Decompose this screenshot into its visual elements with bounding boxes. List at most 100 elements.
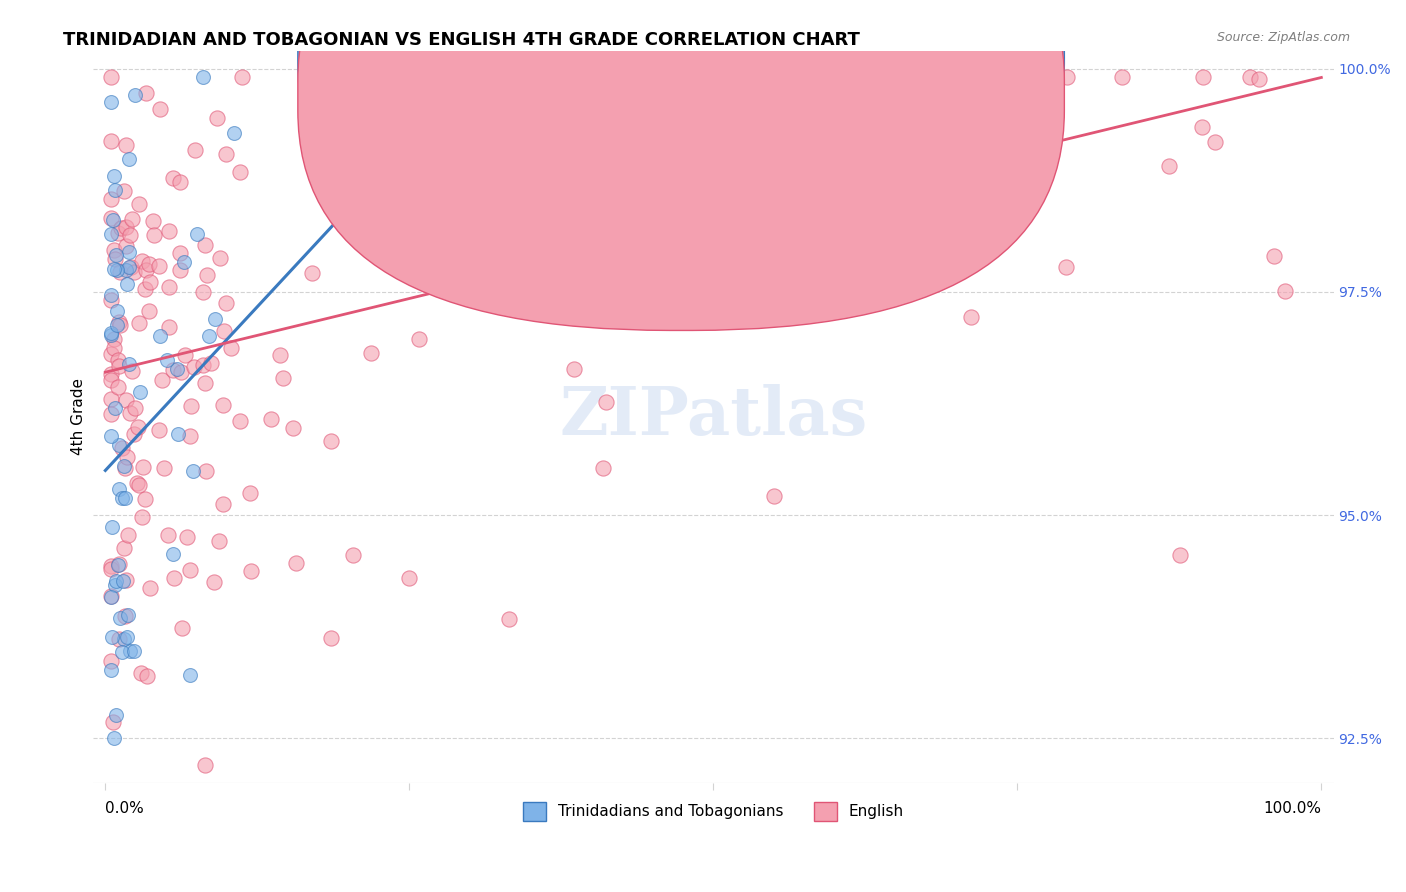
Point [342,549,364,563]
Point [239,486,262,500]
Point [100,327,122,342]
Point [197,329,219,343]
Point [108,265,131,279]
Point [239,564,262,578]
Point [200,356,222,370]
Point [1239,70,1261,85]
Point [118,644,141,658]
Point [107,359,129,373]
Point [107,227,129,241]
Point [100,367,122,381]
Point [169,175,191,189]
Point [124,401,146,415]
Point [103,262,125,277]
Point [124,88,146,103]
Point [224,126,246,140]
Point [111,574,134,588]
Point [103,169,125,184]
Point [219,342,242,356]
Point [420,94,443,108]
Point [100,134,122,148]
Point [284,556,307,570]
Point [107,380,129,394]
Point [1274,285,1296,299]
Point [112,632,135,646]
Point [108,557,131,571]
Point [135,86,157,100]
Y-axis label: 4th Grade: 4th Grade [72,378,86,455]
Point [100,407,122,421]
Point [547,131,569,145]
Text: R = 0.425   N = 175: R = 0.425 N = 175 [695,105,891,124]
Point [692,240,714,254]
Point [173,254,195,268]
Point [991,70,1014,85]
Point [100,70,122,85]
Point [105,304,128,318]
Bar [661,47,934,153]
Point [111,441,134,455]
Point [229,414,252,428]
Point [108,483,131,497]
Point [105,263,128,277]
Point [101,212,124,227]
Point [100,654,122,668]
Point [695,70,717,85]
Point [1204,135,1226,149]
Point [120,260,142,275]
Point [283,420,305,434]
Point [100,373,122,387]
Point [173,349,195,363]
Point [103,731,125,746]
Point [321,632,343,646]
Point [118,227,141,242]
Point [592,144,614,158]
Point [135,262,157,277]
Point [128,316,150,330]
FancyBboxPatch shape [298,0,1064,283]
Point [191,358,214,372]
Point [179,563,201,577]
Point [162,547,184,561]
Point [464,279,486,293]
Point [100,293,122,308]
Point [183,359,205,374]
Point [1111,70,1133,85]
Point [100,590,122,604]
Point [129,666,152,681]
Point [260,411,283,425]
Point [510,111,533,125]
Point [820,283,842,297]
Point [100,95,122,110]
Point [105,318,128,333]
Point [699,271,721,285]
Point [104,183,127,197]
Point [100,559,122,574]
Point [990,170,1012,185]
Point [118,357,141,371]
Point [100,326,122,340]
Point [139,275,162,289]
Point [100,211,122,226]
Point [100,392,122,406]
Point [430,204,453,219]
Point [115,263,138,277]
Point [142,214,165,228]
Point [481,145,503,159]
Point [162,363,184,377]
Point [169,246,191,260]
Point [117,608,139,623]
Point [134,283,156,297]
Point [121,211,143,226]
Point [110,221,132,235]
Point [960,310,983,324]
Point [195,268,218,282]
Point [398,571,420,585]
Point [157,280,180,294]
Point [104,574,127,588]
Point [149,329,172,343]
Point [1263,249,1285,263]
Point [153,461,176,475]
Point [162,170,184,185]
Point [127,476,149,491]
